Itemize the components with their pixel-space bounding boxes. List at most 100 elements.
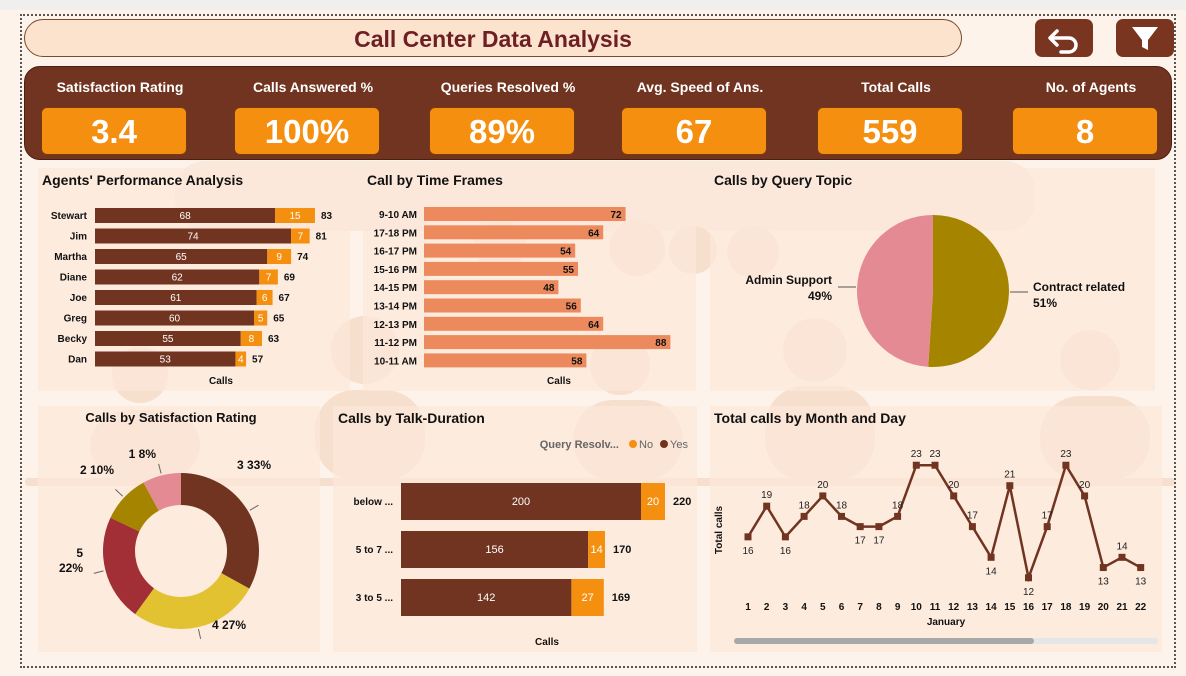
x-tick-label: 21	[1116, 602, 1128, 613]
bar-value-label: 9	[276, 252, 282, 263]
leader-line	[93, 570, 104, 574]
data-point	[1081, 492, 1089, 500]
daily-calls-line	[746, 462, 1142, 583]
bar-other	[267, 249, 292, 264]
data-point	[1062, 461, 1070, 469]
satisfaction-chart[interactable]: 3 33% 4 27% 522% 2 10% 1 8%	[38, 430, 320, 652]
bar-value-label: 27	[581, 592, 593, 604]
daily-calls-chart[interactable]: 16 1 19 2 16 3 18 4 20 5 18 6 17 7 17 8 18 9 23 10 23 11 20 12 1…	[710, 430, 1162, 630]
kpi-label: Total Calls	[861, 79, 931, 95]
kpi-label: Calls Answered %	[252, 79, 374, 95]
talk-duration-chart[interactable]: Query Resolv... No Yes below ... 200 20 220 5 t…	[333, 430, 697, 652]
bar-value-label: 62	[172, 273, 184, 284]
time-frames-chart[interactable]: 9-10 AM 72 17-18 PM 64 16-17 PM 54 15-16 PM 55 1…	[363, 196, 696, 391]
kpi-agents: No. of Agents 8	[996, 67, 1186, 161]
daily-calls-panel	[710, 406, 1162, 652]
time-frame-label: 13-14 PM	[374, 302, 417, 313]
x-tick-label: 3	[783, 602, 789, 613]
bar-value-label: 142	[477, 592, 495, 604]
x-tick-label: 6	[839, 602, 845, 613]
daily-calls-title: Total calls by Month and Day	[714, 410, 906, 426]
bar-value-label: 60	[169, 314, 181, 325]
kpi-value: 3.4	[41, 107, 187, 155]
leader-line	[197, 628, 202, 639]
point-value-label: 23	[929, 449, 941, 460]
bar-total-label: 63	[268, 334, 280, 345]
filter-funnel-icon	[1132, 27, 1158, 50]
donut-slice	[135, 573, 250, 629]
agent-name: Jim	[70, 232, 87, 243]
bar-other	[259, 269, 278, 285]
chart-scrollbar[interactable]	[734, 638, 1034, 644]
bar-value-label: 15	[290, 211, 302, 222]
time-frame-bar	[424, 261, 578, 276]
bar-value-label: 14	[590, 544, 602, 556]
bar-value-label: 65	[176, 252, 188, 263]
bar-yes	[401, 531, 589, 568]
kpi-value: 8	[1012, 107, 1158, 155]
x-tick-label: 22	[1135, 602, 1147, 613]
bar-other	[275, 208, 315, 223]
point-value-label: 20	[1079, 480, 1091, 491]
query-topic-chart[interactable]: Admin Support 49% Contract related 51%	[710, 196, 1155, 391]
bar-answered	[95, 331, 241, 346]
data-point	[968, 523, 976, 531]
x-tick-label: 18	[1060, 602, 1072, 613]
kpi-label: Queries Resolved %	[440, 79, 576, 95]
agent-name: Greg	[64, 314, 87, 325]
point-value-label: 18	[836, 500, 848, 511]
pie-slice	[928, 215, 1009, 367]
donut-label: 2 10%	[80, 463, 114, 477]
donut-slice	[103, 517, 154, 615]
dashboard-title: Call Center Data Analysis	[354, 26, 632, 52]
bar-yes	[401, 579, 572, 616]
bar-value-label: 5	[258, 314, 264, 325]
bar-total-label: 169	[612, 592, 630, 604]
x-tick-label: 7	[857, 602, 863, 613]
kpi-label: Satisfaction Rating	[56, 79, 184, 95]
bar-answered	[95, 269, 260, 285]
bar-value-label: 74	[187, 232, 199, 243]
x-axis-label: Calls	[209, 376, 233, 387]
point-value-label: 16	[742, 546, 754, 557]
bar-value-label: 55	[162, 334, 174, 345]
time-frames-title: Call by Time Frames	[367, 172, 503, 188]
donut-label: 4 27%	[212, 618, 246, 632]
point-value-label: 17	[1042, 511, 1054, 522]
point-value-label: 16	[780, 546, 792, 557]
bar-value-label: 7	[266, 273, 272, 284]
bar-total-label: 83	[321, 211, 333, 222]
y-axis-label: Total calls	[714, 505, 725, 554]
point-value-label: 17	[855, 536, 867, 547]
bar-value-label: 20	[647, 496, 659, 508]
point-value-label: 14	[1116, 541, 1128, 552]
data-point	[875, 523, 883, 531]
pie-percent: 51%	[1033, 296, 1057, 310]
bar-total-label: 57	[252, 355, 264, 366]
category-label: 3 to 5 ...	[356, 593, 393, 604]
bar-other	[254, 310, 268, 326]
pie-label: Contract related	[1033, 280, 1125, 294]
leader-line	[158, 463, 162, 474]
bar-total-label: 170	[613, 544, 631, 556]
bar-value-label: 200	[512, 496, 530, 508]
back-button[interactable]	[1035, 19, 1093, 57]
point-value-label: 17	[967, 511, 979, 522]
data-point	[1137, 564, 1145, 572]
point-value-label: 19	[761, 490, 773, 501]
x-tick-label: 14	[986, 602, 998, 613]
kpi-total-calls: Total Calls 559	[801, 67, 991, 161]
category-label: below ...	[354, 497, 394, 508]
data-point	[912, 461, 920, 469]
bar-total-label: 81	[316, 232, 328, 243]
bar-value-label: 8	[249, 334, 255, 345]
data-point	[1099, 564, 1107, 572]
bar-no	[588, 531, 605, 568]
filter-button[interactable]	[1116, 19, 1174, 57]
time-frame-bar	[424, 298, 581, 313]
agent-name: Joe	[70, 293, 88, 304]
point-value-label: 13	[1098, 577, 1110, 588]
bar-value-label: 68	[180, 211, 192, 222]
